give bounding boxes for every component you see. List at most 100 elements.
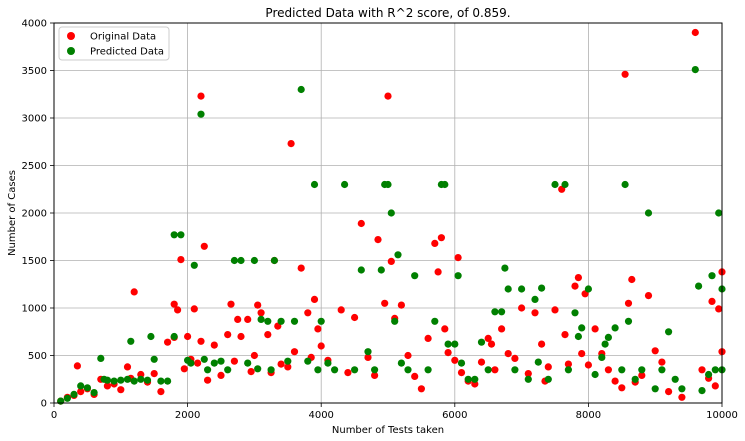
predicted-data-point (708, 272, 716, 280)
original-data-point (638, 371, 646, 379)
predicted-data-point (117, 376, 125, 384)
predicted-data-point (190, 261, 198, 269)
original-data-point (604, 366, 613, 374)
original-data-point (571, 282, 579, 290)
predicted-data-point (77, 382, 85, 390)
series-predicted-data (57, 66, 726, 405)
original-data-point (257, 309, 265, 317)
original-data-point (227, 300, 235, 308)
predicted-data-point (644, 209, 653, 217)
original-data-point (284, 363, 292, 371)
original-data-point (310, 295, 319, 303)
predicted-data-point (137, 375, 145, 383)
predicted-data-point (341, 180, 349, 189)
original-data-point (411, 372, 419, 380)
original-data-point (180, 365, 188, 373)
original-data-point (117, 386, 125, 394)
predicted-data-point (534, 358, 542, 366)
original-data-point (77, 388, 85, 396)
predicted-data-point (484, 366, 492, 374)
predicted-data-point (564, 366, 573, 374)
predicted-data-point (310, 180, 319, 189)
original-data-point (431, 239, 439, 247)
y-tick-label: 2000 (22, 209, 47, 220)
x-tick-label: 4000 (308, 410, 333, 421)
original-data-point (150, 370, 158, 378)
original-data-point (574, 274, 583, 282)
predicted-data-point (230, 256, 238, 265)
predicted-data-point (254, 365, 262, 373)
original-data-point (190, 305, 198, 313)
original-data-point (73, 362, 81, 370)
original-data-point (277, 360, 285, 368)
x-tick-label: 2000 (175, 410, 200, 421)
y-tick-label: 1000 (22, 304, 47, 315)
predicted-data-point (477, 338, 486, 346)
original-data-point (538, 340, 546, 348)
original-data-point (254, 301, 262, 309)
predicted-data-point (164, 377, 172, 385)
predicted-data-point (237, 256, 245, 265)
original-data-point (531, 309, 539, 317)
y-tick-label: 0 (41, 399, 47, 410)
predicted-data-point (441, 180, 449, 189)
original-data-point (715, 305, 723, 313)
predicted-data-point (63, 394, 71, 402)
predicted-data-point (57, 397, 65, 405)
predicted-data-point (364, 348, 372, 356)
original-data-point (651, 347, 659, 355)
legend-marker-predicted (67, 47, 75, 55)
original-data-point (397, 301, 405, 309)
predicted-data-point (264, 317, 272, 325)
predicted-data-point (324, 359, 332, 367)
predicted-data-point (501, 264, 509, 272)
original-data-point (584, 361, 593, 369)
original-data-point (621, 70, 629, 78)
predicted-data-point (147, 332, 155, 341)
predicted-data-point (267, 366, 275, 374)
predicted-data-point (257, 315, 265, 323)
predicted-data-point (631, 375, 639, 383)
original-data-point (491, 366, 499, 374)
original-data-point (174, 306, 182, 314)
legend: Original Data Predicted Data (58, 26, 170, 61)
legend-label-predicted: Predicted Data (90, 47, 164, 58)
predicted-data-point (451, 340, 459, 348)
original-data-point (551, 306, 559, 314)
predicted-data-point (624, 317, 633, 325)
original-data-point (591, 325, 599, 333)
original-data-point (678, 393, 686, 401)
original-data-point (477, 358, 486, 366)
predicted-data-point (187, 359, 195, 367)
predicted-data-point (297, 85, 305, 94)
original-data-point (644, 292, 653, 300)
y-tick-label: 2500 (22, 161, 47, 172)
predicted-data-point (150, 355, 158, 363)
predicted-data-point (561, 180, 569, 189)
original-data-point (344, 369, 352, 377)
predicted-data-point (197, 110, 205, 118)
predicted-data-point (665, 328, 673, 336)
y-axis-ticks: 0 500 1000 1500 2000 2500 3000 3500 4000 (22, 19, 54, 410)
original-data-point (424, 334, 432, 342)
original-data-point (210, 341, 218, 349)
original-data-point (457, 369, 466, 377)
predicted-data-point (404, 366, 412, 374)
original-data-point (224, 331, 232, 339)
x-tick-label: 8000 (576, 410, 601, 421)
original-data-point (698, 366, 706, 374)
original-data-point (123, 363, 132, 371)
predicted-data-point (638, 366, 646, 374)
predicted-data-point (571, 309, 579, 317)
predicted-data-point (454, 272, 462, 280)
original-data-point (200, 242, 208, 250)
predicted-data-point (130, 377, 138, 385)
original-data-point (504, 350, 512, 358)
predicted-data-point (504, 285, 512, 293)
predicted-data-point (97, 354, 105, 362)
predicted-data-point (618, 366, 626, 374)
predicted-data-point (464, 375, 472, 383)
x-tick-label: 0 (51, 410, 57, 421)
predicted-data-point (70, 390, 78, 398)
